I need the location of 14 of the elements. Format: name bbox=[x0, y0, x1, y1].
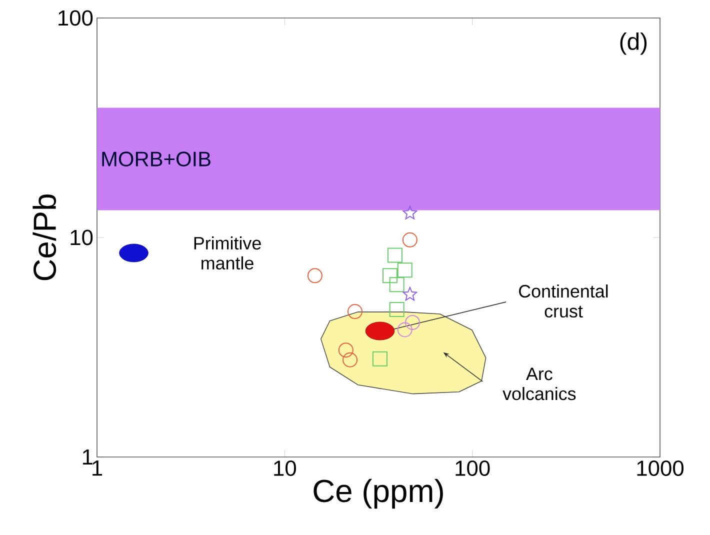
text: Primitive mantle bbox=[194, 236, 261, 270]
x-tick-label: 1 bbox=[92, 460, 102, 476]
x-tick-label: 1000 bbox=[637, 460, 684, 476]
text: Continental crust bbox=[519, 284, 608, 318]
x-tick-label: 100 bbox=[456, 460, 490, 476]
y-axis-title: Ce/Pb bbox=[32, 194, 56, 280]
x-tick-label: 10 bbox=[274, 460, 296, 476]
band-label: MORB+OIB bbox=[102, 152, 210, 166]
y-tick-label: 100 bbox=[58, 10, 93, 26]
series-label: Arc volcanics bbox=[502, 368, 576, 400]
x-axis-title: Ce (ppm) bbox=[314, 478, 443, 509]
annotation: (d) bbox=[620, 32, 647, 55]
y-tick-label: 1 bbox=[82, 449, 92, 465]
y-tick-label: 10 bbox=[70, 230, 93, 246]
